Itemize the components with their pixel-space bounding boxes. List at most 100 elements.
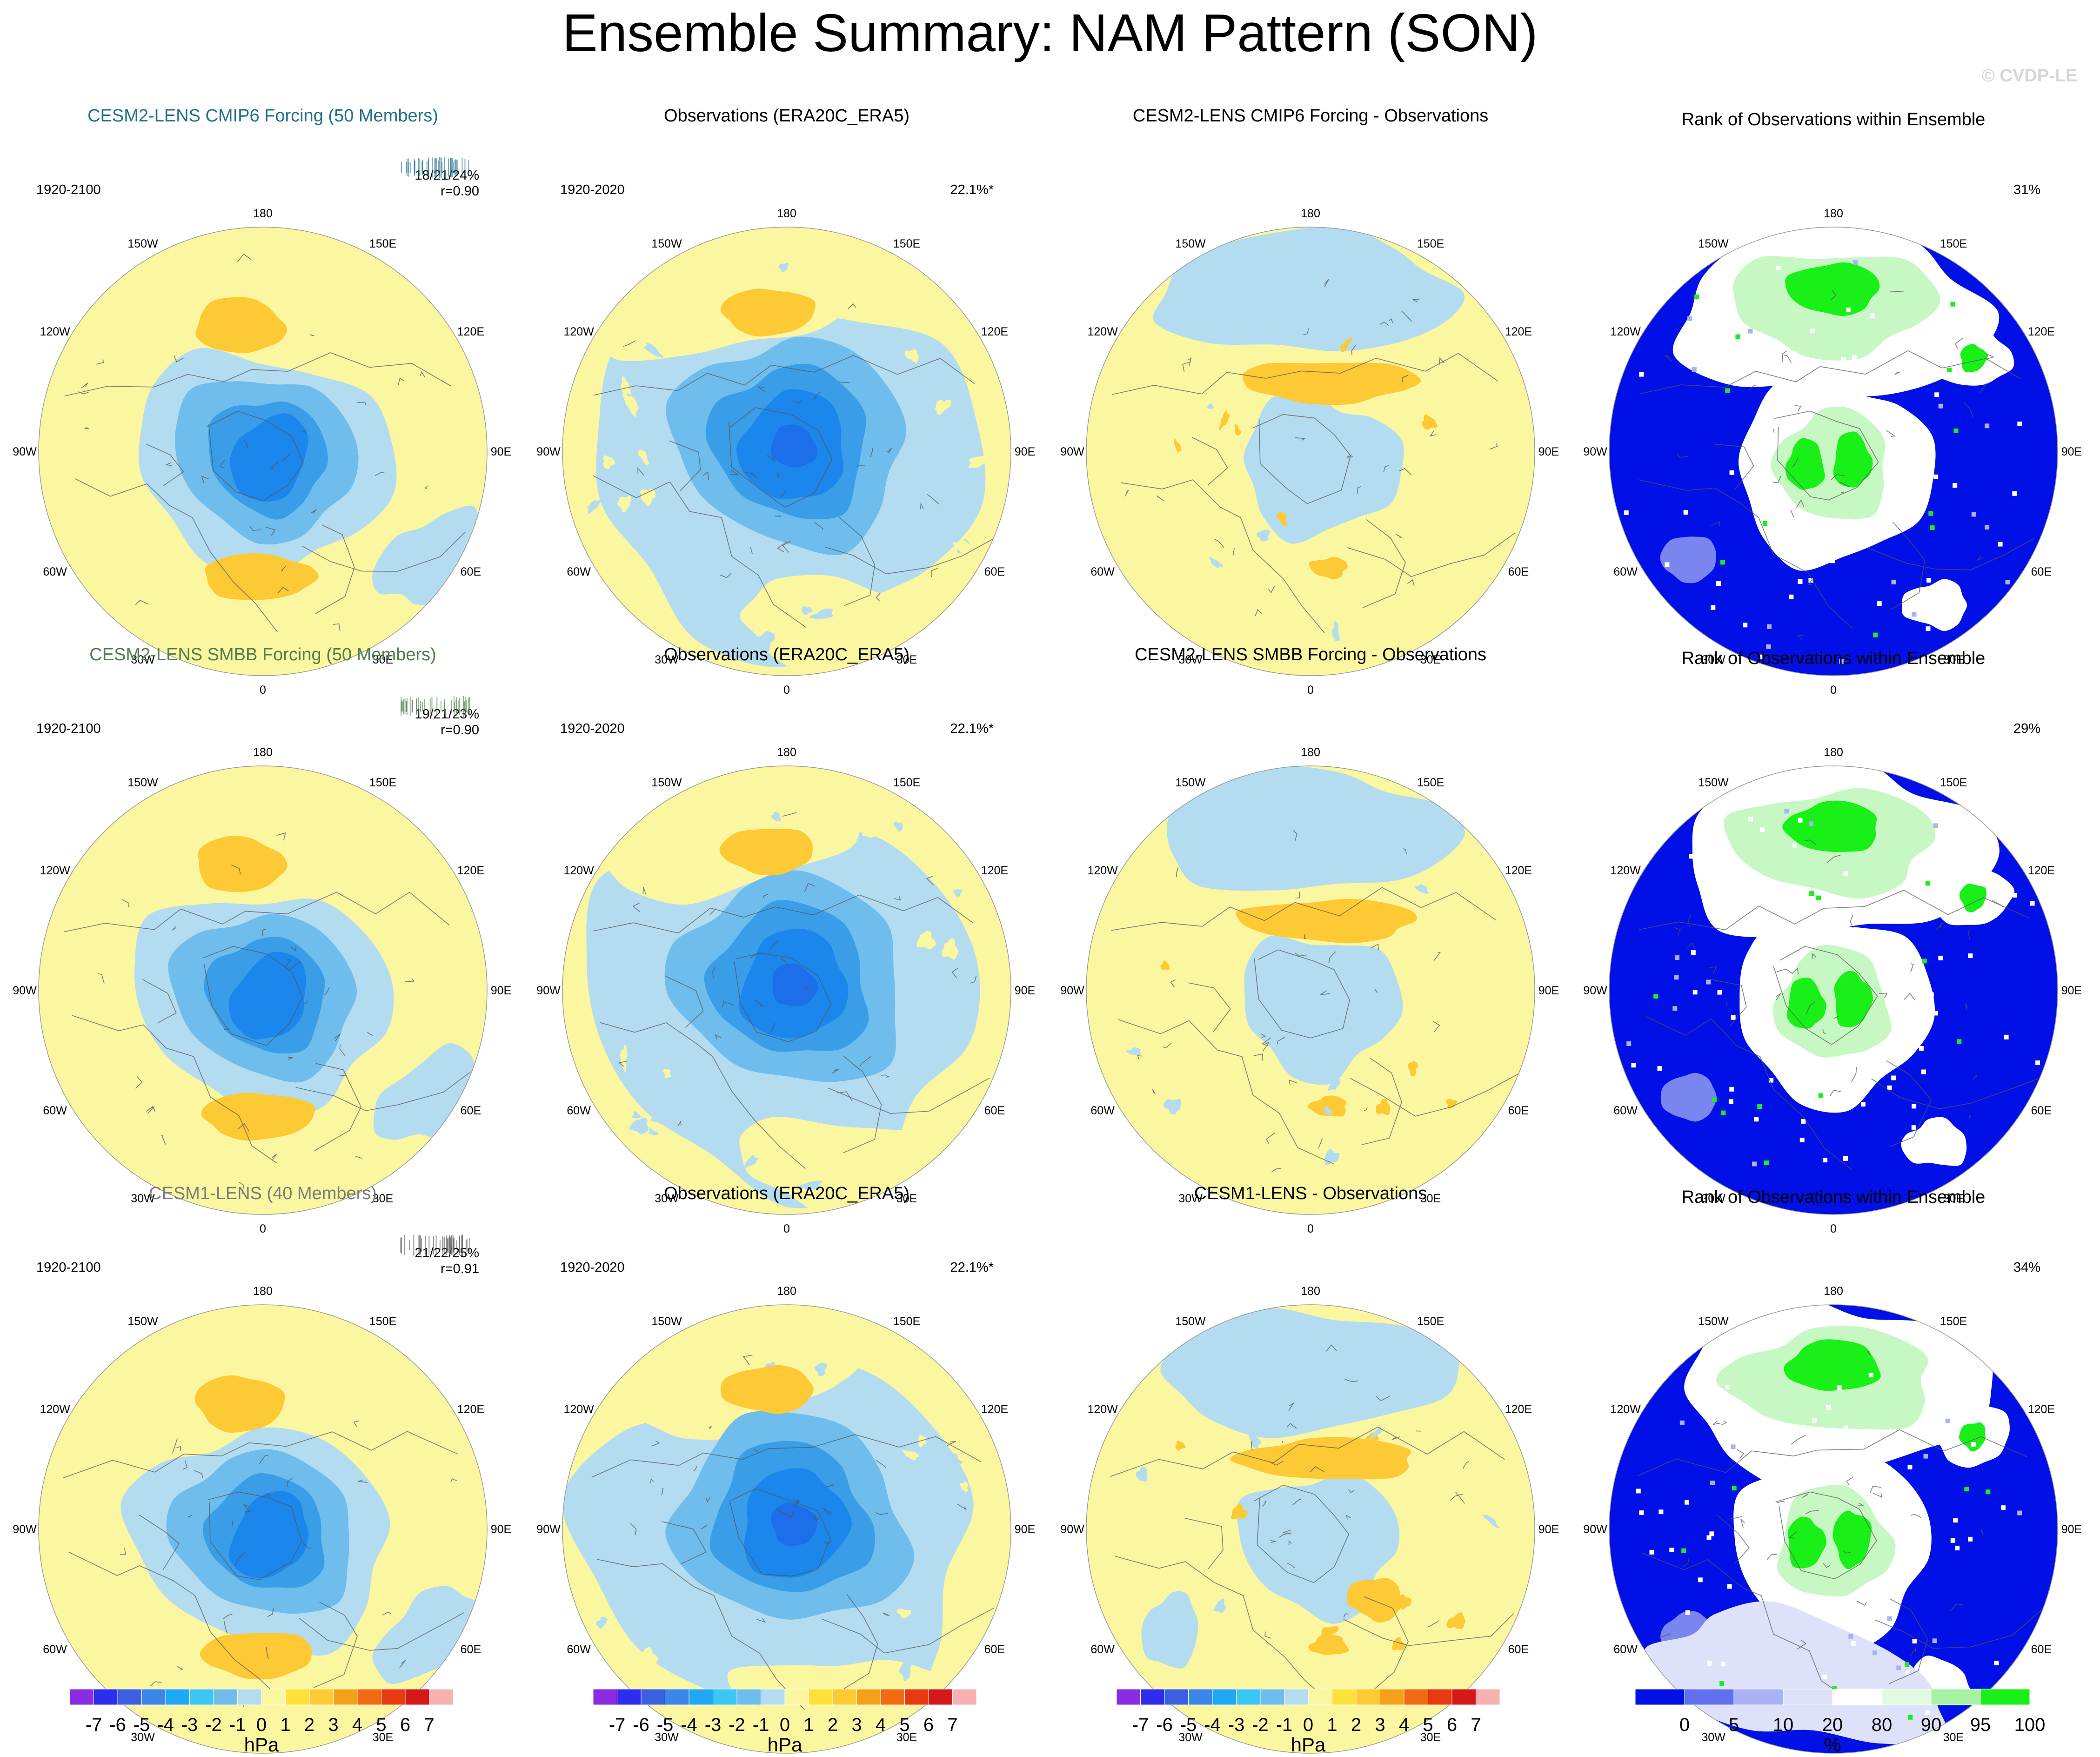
panel-title: Rank of Observations within Ensemble xyxy=(1681,649,1986,668)
map-label-90W: 90W xyxy=(536,445,561,458)
map-label-120E: 120E xyxy=(2028,1403,2055,1416)
map-label-30E: 30E xyxy=(373,1731,393,1744)
map-label-180: 180 xyxy=(777,746,796,759)
rank-green-arctic-2 xyxy=(1834,971,1873,1027)
map-label-90W: 90W xyxy=(536,984,561,997)
colorbar-box xyxy=(880,1689,905,1705)
speckle xyxy=(575,1494,597,1508)
colorbar-box xyxy=(357,1689,381,1705)
colorbar-box xyxy=(809,1689,833,1705)
rank-speckle xyxy=(1912,1104,1917,1109)
panel-title: CESM1-LENS - Observations xyxy=(1194,1184,1427,1203)
rank-speckle xyxy=(1624,510,1629,515)
speckle xyxy=(701,322,715,338)
rank-speckle xyxy=(1844,1425,1848,1430)
rank-speckle xyxy=(1712,1097,1717,1102)
rank-speckle xyxy=(1925,881,1930,886)
map-label-120W: 120W xyxy=(1087,1403,1118,1416)
speckle xyxy=(902,1449,920,1460)
map-label-30W: 30W xyxy=(655,1731,679,1744)
negative-diff-arctic xyxy=(1244,935,1403,1085)
map-label-60W: 60W xyxy=(567,1643,591,1656)
negative-anomaly-1hpa-yellow-gap xyxy=(582,781,861,905)
rank-speckle xyxy=(1964,1487,1969,1492)
rank-speckle xyxy=(1812,1418,1817,1423)
rank-speckle xyxy=(1649,1549,1654,1555)
rank-speckle xyxy=(1712,284,1717,289)
map-label-120E: 120E xyxy=(457,325,484,338)
rank-pale-atlantic xyxy=(1643,1601,1948,1744)
map-label-90E: 90E xyxy=(1538,445,1559,458)
rank-speckle xyxy=(2017,1510,2022,1516)
speckle xyxy=(953,539,978,561)
map-label-150E: 150E xyxy=(1940,776,1967,789)
rank-speckle xyxy=(1957,1039,1962,1044)
speckle xyxy=(1219,409,1230,430)
rank-speckle xyxy=(1911,1125,1916,1130)
rank-speckle xyxy=(1743,623,1748,628)
coastlines xyxy=(1638,289,2034,640)
colorbar-tick-label: -6 xyxy=(109,1715,126,1735)
speckle xyxy=(942,938,959,960)
colorbar-box xyxy=(593,1689,617,1705)
period-label: 1920-2020 xyxy=(560,1260,625,1275)
map-label-30E: 30E xyxy=(896,653,917,666)
colorbar-box xyxy=(736,1689,761,1705)
map-label-180: 180 xyxy=(1301,207,1320,220)
panel-title: Rank of Observations within Ensemble xyxy=(1681,110,1986,129)
map-label-150W: 150W xyxy=(127,776,158,789)
rank-speckle xyxy=(1934,392,1939,397)
speckle xyxy=(875,1674,888,1692)
rank-speckle xyxy=(1732,1486,1737,1491)
rank-speckle xyxy=(1727,1584,1732,1589)
colorbar-box xyxy=(1931,1689,1981,1705)
speckle xyxy=(1328,1073,1340,1091)
speckle xyxy=(771,811,781,822)
coastlines xyxy=(1639,839,2039,1170)
rank-speckle xyxy=(1798,818,1803,823)
colorbar-tick-label: -2 xyxy=(729,1715,745,1735)
negative-anomaly-5hpa xyxy=(770,424,818,468)
period-label: 1920-2100 xyxy=(36,721,101,736)
colorbar-tick-label: 3 xyxy=(1375,1715,1385,1735)
speckle xyxy=(1340,338,1352,353)
positive-anomaly-atlantic xyxy=(205,553,319,600)
rank-speckle xyxy=(1782,346,1787,351)
rank-speckle xyxy=(1822,1674,1827,1679)
rank-speckle xyxy=(1905,1662,1910,1667)
rank-speckle xyxy=(1692,990,1698,995)
speckle xyxy=(1276,511,1287,526)
rank-green-asia xyxy=(1959,1422,1986,1452)
colorbar-box xyxy=(405,1689,429,1705)
positive-anomaly-atlantic xyxy=(200,1633,312,1680)
rank-speckle xyxy=(1929,992,1934,997)
colorbar-tick-label: 0 xyxy=(1303,1715,1313,1735)
colorbar-box xyxy=(784,1689,809,1705)
speckle xyxy=(637,449,649,466)
colorbar-tick-label: 3 xyxy=(328,1715,338,1735)
rank-speckle xyxy=(1919,871,1925,876)
coastlines xyxy=(62,1421,464,1707)
panel-title: Rank of Observations within Ensemble xyxy=(1681,1187,1986,1207)
map-label-120E: 120E xyxy=(1505,864,1532,877)
colorbar-box xyxy=(1783,1689,1833,1705)
map-label-60E: 60E xyxy=(2031,1104,2052,1117)
variance-explained: 22.1%* xyxy=(950,1260,994,1275)
map-label-30E: 30E xyxy=(1943,653,1964,666)
map-label-150E: 150E xyxy=(893,1315,920,1328)
rank-speckle xyxy=(1692,367,1697,372)
negative-anomaly-4hpa xyxy=(228,952,306,1039)
rank-speckle xyxy=(1933,1011,1938,1016)
rank-speckle xyxy=(1922,959,1927,964)
map-label-0: 0 xyxy=(1830,1222,1837,1235)
speckle xyxy=(920,1524,939,1533)
speckle xyxy=(896,1608,911,1618)
rank-speckle xyxy=(1932,1638,1937,1643)
colorbar-hpa-2: -7 -6 -5 -4 -3 -2 -1 0 1 2 3 4 5 6 7 hPa xyxy=(593,1689,977,1756)
rank-speckle xyxy=(1870,313,1875,318)
coastlines xyxy=(65,253,466,632)
map-label-150E: 150E xyxy=(369,237,396,250)
map-field xyxy=(65,253,481,632)
colorbar-box xyxy=(1117,1689,1141,1705)
panel-rank-row3: Rank of Observations within Ensemble 34% 1… xyxy=(1571,1161,2096,1754)
